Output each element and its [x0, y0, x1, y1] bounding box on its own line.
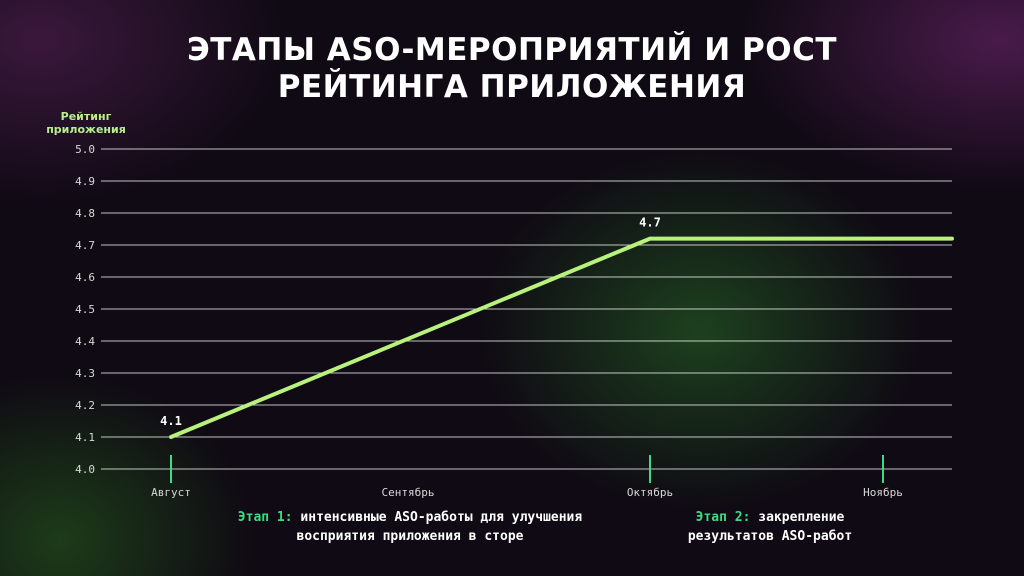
stage-2-label: Этап 2: — [695, 510, 751, 525]
stage-2-description: Этап 2: закрепление результатов ASO-рабо… — [650, 508, 890, 546]
y-axis-label-line-2: приложения — [46, 123, 126, 136]
stage-1-text-line-1: интенсивные ASO-работы для улучшения — [300, 510, 583, 525]
y-tick-label: 4.5 — [75, 303, 95, 316]
stage-2-text-line-2: результатов ASO-работ — [687, 529, 853, 544]
y-axis-label: Рейтинг приложения — [36, 110, 136, 136]
x-tick-label: Август — [151, 486, 191, 499]
stage-1-description: Этап 1: интенсивные ASO-работы для улучш… — [180, 508, 640, 546]
stage-2-text-line-1: закрепление — [758, 510, 845, 525]
stage-1-label: Этап 1: — [237, 510, 293, 525]
y-tick-label: 4.3 — [75, 367, 95, 380]
x-tick-label: Октябрь — [627, 486, 673, 499]
stage-1-text-line-2: восприятия приложения в сторе — [296, 529, 524, 544]
y-tick-label: 4.7 — [75, 239, 95, 252]
y-tick-label: 4.9 — [75, 175, 95, 188]
data-label: 4.7 — [639, 216, 661, 230]
y-tick-label: 4.0 — [75, 463, 95, 476]
chart-title-line-2: РЕЙТИНГА ПРИЛОЖЕНИЯ — [277, 69, 747, 105]
y-tick-label: 5.0 — [75, 143, 95, 156]
y-tick-label: 4.6 — [75, 271, 95, 284]
chart-title: ЭТАПЫ ASO-МЕРОПРИЯТИЙ И РОСТ РЕЙТИНГА ПР… — [0, 32, 1024, 106]
y-axis-label-line-1: Рейтинг — [60, 110, 112, 123]
data-label: 4.1 — [160, 414, 182, 428]
x-tick-label: Сентябрь — [382, 486, 435, 499]
y-tick-label: 4.1 — [75, 431, 95, 444]
chart-title-line-1: ЭТАПЫ ASO-МЕРОПРИЯТИЙ И РОСТ — [187, 32, 837, 68]
x-tick-label: Ноябрь — [863, 486, 903, 499]
y-tick-label: 4.8 — [75, 207, 95, 220]
y-tick-label: 4.4 — [75, 335, 95, 348]
y-tick-label: 4.2 — [75, 399, 95, 412]
series-line — [169, 236, 954, 439]
